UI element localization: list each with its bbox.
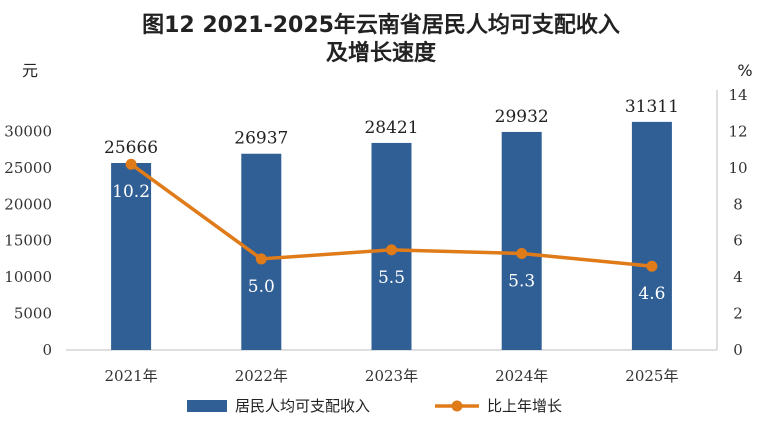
bar <box>241 153 282 350</box>
right-axis-tick-label: 2 <box>733 305 743 323</box>
line-value-label: 5.5 <box>378 268 405 288</box>
x-axis-tick-label: 2022年 <box>235 367 288 385</box>
bar-value-label: 26937 <box>234 129 288 149</box>
right-axis-unit: % <box>737 61 752 80</box>
bar <box>631 121 672 350</box>
left-axis-tick-label: 15000 <box>4 232 52 250</box>
line-data-labels: 10.2 5.0 5.5 5.3 4.6 <box>112 182 665 304</box>
left-axis-tick-label: 25000 <box>4 159 52 177</box>
right-axis-tick-label: 10 <box>728 159 747 177</box>
x-axis-tick-labels: 2021年 2022年 2023年 2024年 2025年 <box>105 367 679 385</box>
right-axis-tick-label: 4 <box>733 268 743 286</box>
x-axis-tick-label: 2021年 <box>105 367 158 385</box>
line-value-label: 5.0 <box>248 277 275 297</box>
bar-data-labels: 25666 26937 28421 29932 31311 <box>104 97 679 158</box>
x-axis-tick-label: 2023年 <box>365 367 418 385</box>
line-value-label: 10.2 <box>112 182 150 202</box>
right-axis-tick-label: 8 <box>733 195 743 213</box>
line-value-label: 4.6 <box>638 284 665 304</box>
chart-title-line2: 及增长速度 <box>326 40 437 66</box>
right-axis-ticks: 0 2 4 6 8 10 12 14 <box>728 86 747 359</box>
bar-value-label: 28421 <box>364 118 418 138</box>
bar-value-label: 29932 <box>495 107 549 127</box>
line-point <box>125 158 137 170</box>
bar <box>501 131 542 350</box>
x-axis-tick-label: 2025年 <box>625 367 678 385</box>
line-value-label: 5.3 <box>508 271 535 291</box>
left-axis-tick-label: 10000 <box>4 268 52 286</box>
left-axis-tick-label: 5000 <box>14 305 52 323</box>
left-axis-ticks: 0 5000 10000 15000 20000 25000 30000 <box>4 122 52 359</box>
right-axis-tick-label: 12 <box>728 122 747 140</box>
line-point <box>646 260 658 272</box>
left-axis-tick-label: 20000 <box>4 195 52 213</box>
legend-bar-swatch <box>187 400 227 412</box>
x-axis-tick-label: 2024年 <box>495 367 548 385</box>
line-point <box>255 253 267 265</box>
legend-bar-label: 居民人均可支配收入 <box>235 397 370 415</box>
legend: 居民人均可支配收入 比上年增长 <box>187 397 562 415</box>
left-axis-unit: 元 <box>22 61 38 80</box>
left-axis-tick-label: 30000 <box>4 122 52 140</box>
bar-value-label: 25666 <box>104 138 158 158</box>
chart-title: 图12 2021-2025年云南省居民人均可支配收入 <box>142 12 620 38</box>
left-axis-tick-label: 0 <box>42 341 52 359</box>
line-point <box>516 247 528 259</box>
right-axis-tick-label: 0 <box>733 341 743 359</box>
right-axis-tick-label: 14 <box>728 86 747 104</box>
legend-line-label: 比上年增长 <box>487 397 562 415</box>
line-point <box>386 244 397 256</box>
line-series <box>125 158 658 272</box>
bar-value-label: 31311 <box>625 97 679 117</box>
bar-series <box>111 121 672 350</box>
bar <box>111 163 152 350</box>
legend-line-marker <box>451 400 463 412</box>
right-axis-tick-label: 6 <box>733 232 743 250</box>
